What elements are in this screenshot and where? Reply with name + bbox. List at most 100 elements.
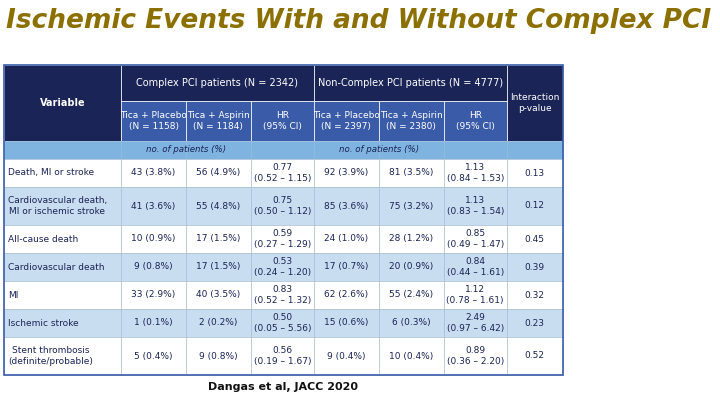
Text: 0.75
(0.50 – 1.12): 0.75 (0.50 – 1.12) (253, 196, 311, 216)
Text: 43 (3.8%): 43 (3.8%) (131, 168, 176, 177)
Bar (507, 253, 562, 281)
Text: Ischemic Events With and Without Complex PCI: Ischemic Events With and Without Complex… (6, 8, 711, 34)
Bar (314, 253, 379, 281)
Bar (121, 281, 186, 309)
Bar (121, 225, 186, 253)
Bar (121, 253, 186, 281)
Text: 1.12
(0.78 – 1.61): 1.12 (0.78 – 1.61) (446, 285, 504, 305)
Bar (186, 159, 251, 187)
Bar (4, 159, 121, 187)
Bar (314, 281, 379, 309)
Bar (314, 337, 379, 375)
Text: 10 (0.9%): 10 (0.9%) (131, 234, 176, 243)
Text: 15 (0.6%): 15 (0.6%) (324, 318, 369, 328)
Bar (507, 187, 562, 225)
Text: Tica + Placebo
(N = 2397): Tica + Placebo (N = 2397) (313, 111, 379, 131)
Text: Cardiovascular death: Cardiovascular death (8, 262, 104, 271)
Text: Variable: Variable (40, 98, 85, 108)
Text: 0.77
(0.52 – 1.15): 0.77 (0.52 – 1.15) (253, 163, 311, 183)
Bar (444, 187, 507, 225)
Text: 55 (2.4%): 55 (2.4%) (390, 290, 433, 300)
Bar (379, 309, 444, 337)
Text: Death, MI or stroke: Death, MI or stroke (8, 168, 94, 177)
Text: 55 (4.8%): 55 (4.8%) (197, 202, 240, 211)
Bar (379, 141, 444, 159)
Bar (444, 141, 507, 159)
Bar (507, 309, 562, 337)
Text: 0.12: 0.12 (525, 202, 545, 211)
Bar (379, 225, 444, 253)
Text: 24 (1.0%): 24 (1.0%) (324, 234, 369, 243)
Text: 0.56
(0.19 – 1.67): 0.56 (0.19 – 1.67) (253, 346, 311, 366)
Text: 20 (0.9%): 20 (0.9%) (389, 262, 433, 271)
Text: no. of patients (%): no. of patients (%) (338, 145, 419, 154)
Bar (314, 225, 379, 253)
Bar (251, 225, 314, 253)
Bar (186, 101, 251, 141)
Text: 9 (0.4%): 9 (0.4%) (327, 352, 366, 360)
Text: Interaction
p-value: Interaction p-value (510, 93, 559, 113)
Bar (444, 281, 507, 309)
Bar (251, 187, 314, 225)
Bar (121, 141, 186, 159)
Bar (444, 253, 507, 281)
Text: 2.49
(0.97 – 6.42): 2.49 (0.97 – 6.42) (446, 313, 504, 333)
Text: MI: MI (8, 290, 18, 300)
Bar (186, 187, 251, 225)
Text: Stent thrombosis
(definite/probable): Stent thrombosis (definite/probable) (8, 346, 93, 366)
Bar (121, 159, 186, 187)
Text: All-cause death: All-cause death (8, 234, 78, 243)
Bar (379, 337, 444, 375)
Text: 0.85
(0.49 – 1.47): 0.85 (0.49 – 1.47) (446, 229, 504, 249)
Text: 0.52: 0.52 (525, 352, 545, 360)
Bar (314, 309, 379, 337)
Bar (507, 159, 562, 187)
Bar (379, 253, 444, 281)
Text: 81 (3.5%): 81 (3.5%) (389, 168, 433, 177)
Text: 9 (0.8%): 9 (0.8%) (134, 262, 173, 271)
Text: 0.59
(0.27 – 1.29): 0.59 (0.27 – 1.29) (253, 229, 311, 249)
Text: 28 (1.2%): 28 (1.2%) (390, 234, 433, 243)
Bar (251, 337, 314, 375)
Text: HR
(95% CI): HR (95% CI) (263, 111, 302, 131)
Text: 2 (0.2%): 2 (0.2%) (199, 318, 238, 328)
Text: 5 (0.4%): 5 (0.4%) (134, 352, 173, 360)
Text: 1.13
(0.83 – 1.54): 1.13 (0.83 – 1.54) (446, 196, 504, 216)
Text: Dangas et al, JACC 2020: Dangas et al, JACC 2020 (208, 382, 359, 392)
Text: 1.13
(0.84 – 1.53): 1.13 (0.84 – 1.53) (446, 163, 504, 183)
Text: 17 (0.7%): 17 (0.7%) (324, 262, 369, 271)
Text: 0.50
(0.05 – 5.56): 0.50 (0.05 – 5.56) (253, 313, 311, 333)
Bar (379, 187, 444, 225)
Text: 0.39: 0.39 (525, 262, 545, 271)
Text: Cardiovascular death,
MI or ischemic stroke: Cardiovascular death, MI or ischemic str… (8, 196, 107, 216)
Bar (507, 337, 562, 375)
Bar (314, 159, 379, 187)
Bar (251, 309, 314, 337)
Bar (121, 101, 186, 141)
Text: 0.32: 0.32 (525, 290, 545, 300)
Bar (379, 101, 444, 141)
Bar (314, 141, 379, 159)
Text: 1 (0.1%): 1 (0.1%) (134, 318, 173, 328)
Text: HR
(95% CI): HR (95% CI) (456, 111, 495, 131)
Text: Tica + Aspirin
(N = 1184): Tica + Aspirin (N = 1184) (187, 111, 250, 131)
Bar (314, 65, 507, 101)
Bar (444, 225, 507, 253)
Bar (186, 253, 251, 281)
Text: 0.89
(0.36 – 2.20): 0.89 (0.36 – 2.20) (446, 346, 504, 366)
Bar (507, 225, 562, 253)
Bar (4, 337, 121, 375)
Text: Complex PCI patients (N = 2342): Complex PCI patients (N = 2342) (137, 78, 299, 88)
Text: 33 (2.9%): 33 (2.9%) (131, 290, 176, 300)
Text: no. of patients (%): no. of patients (%) (146, 145, 226, 154)
Bar (4, 225, 121, 253)
Bar (121, 309, 186, 337)
Bar (121, 65, 314, 101)
Text: 0.13: 0.13 (525, 168, 545, 177)
Text: 0.23: 0.23 (525, 318, 545, 328)
Bar (444, 337, 507, 375)
Bar (251, 253, 314, 281)
Bar (251, 101, 314, 141)
Text: 0.84
(0.44 – 1.61): 0.84 (0.44 – 1.61) (446, 257, 504, 277)
Bar (379, 159, 444, 187)
